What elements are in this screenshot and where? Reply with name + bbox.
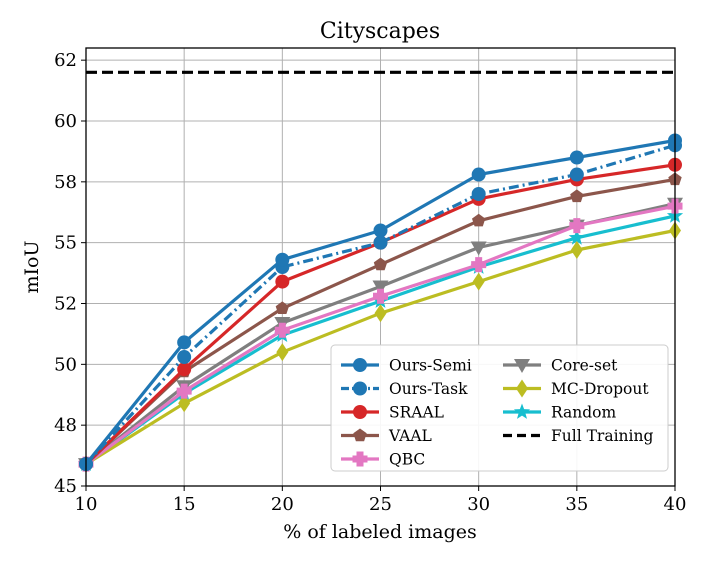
series-ours-semi — [79, 133, 682, 472]
legend-marker-vaal — [353, 428, 367, 442]
data-point-random — [568, 229, 585, 245]
x-tick-label: 30 — [467, 494, 490, 515]
data-point-mc-dropout — [374, 304, 387, 323]
legend-label-random: Random — [551, 404, 617, 422]
legend-item-ours-task: Ours-Task — [341, 380, 468, 398]
legend-item-core-set: Core-set — [503, 357, 618, 375]
y-tick-label: 55 — [54, 233, 77, 254]
x-tick-label: 15 — [173, 494, 196, 515]
data-point-mc-dropout — [472, 272, 485, 291]
legend-label-sraal: SRAAL — [389, 404, 444, 422]
data-point-mc-dropout — [276, 343, 289, 362]
x-tick-label: 40 — [664, 494, 687, 515]
y-tick-label: 45 — [54, 476, 77, 497]
data-point-qbc — [274, 322, 290, 338]
legend-label-vaal: VAAL — [388, 427, 432, 445]
data-point-sraal — [177, 362, 192, 377]
data-point-qbc — [176, 383, 192, 399]
legend-label-ours-task: Ours-Task — [389, 380, 468, 398]
data-point-vaal — [472, 213, 486, 227]
series-layer — [77, 70, 684, 474]
data-point-qbc — [471, 257, 487, 273]
data-point-qbc — [569, 218, 585, 234]
legend-item-random: Random — [503, 403, 617, 422]
data-point-core-set — [470, 241, 487, 256]
data-point-vaal — [570, 189, 584, 203]
y-tick-label: 60 — [54, 111, 77, 132]
legend-item-qbc: QBC — [341, 451, 425, 469]
legend-item-sraal: SRAAL — [341, 404, 444, 422]
y-tick-label: 62 — [54, 50, 77, 71]
data-point-ours-semi — [275, 252, 290, 267]
legend-marker-core-set — [514, 359, 530, 373]
legend-box — [330, 344, 669, 472]
data-point-ours-semi — [373, 223, 388, 238]
legend-item-ours-semi: Ours-Semi — [341, 357, 472, 375]
legend-marker-ours-semi — [353, 358, 367, 372]
data-point-vaal — [373, 257, 388, 271]
x-tick-label: 25 — [369, 494, 392, 515]
y-tick-label: 50 — [54, 354, 77, 375]
data-point-qbc — [373, 288, 388, 304]
data-point-ours-task — [373, 235, 388, 250]
x-tick-label: 10 — [75, 494, 98, 515]
legend-marker-ours-task — [353, 381, 367, 396]
legend-marker-sraal — [353, 405, 367, 419]
legend-marker-mc-dropout — [516, 379, 528, 398]
data-point-ours-task — [471, 187, 486, 201]
y-tick-label: 48 — [54, 415, 77, 436]
legend-label-mc-dropout: MC-Dropout — [551, 380, 649, 398]
legend: Ours-Semi Ours-Task SRAAL VAAL QBC Core-set MC… — [330, 344, 669, 472]
y-tick-label: 52 — [54, 294, 77, 315]
data-point-ours-task — [569, 167, 584, 182]
legend-label-qbc: QBC — [389, 451, 425, 469]
data-point-sraal — [275, 274, 290, 289]
x-tick-label: 20 — [271, 494, 294, 515]
data-point-ours-semi — [177, 335, 192, 350]
legend-item-vaal: VAAL — [341, 427, 432, 445]
x-tick-label: 35 — [565, 494, 588, 515]
legend-marker-random — [513, 403, 531, 419]
data-point-vaal — [275, 301, 289, 314]
y-tick-label: 58 — [54, 172, 77, 193]
legend-label-ours-semi: Ours-Semi — [389, 357, 472, 375]
legend-label-core-set: Core-set — [551, 357, 618, 375]
data-point-ours-semi — [471, 167, 486, 182]
data-point-ours-task — [177, 350, 192, 365]
legend-marker-qbc — [352, 451, 368, 467]
y-axis-label: mIoU — [21, 241, 43, 294]
data-point-ours-semi — [569, 150, 584, 165]
data-point-mc-dropout — [178, 394, 191, 413]
chart-title: Cityscapes — [320, 19, 440, 44]
legend-item-full-training: Full Training — [503, 427, 653, 445]
x-axis-label: % of labeled images — [283, 521, 477, 543]
legend-label-full-training: Full Training — [551, 427, 653, 445]
legend-item-mc-dropout: MC-Dropout — [503, 379, 649, 398]
ticks: 10 15 20 25 30 35 40 45 48 50 52 55 58 60 62 — [54, 50, 686, 515]
data-point-mc-dropout — [570, 240, 583, 259]
data-point-core-set — [372, 280, 389, 295]
